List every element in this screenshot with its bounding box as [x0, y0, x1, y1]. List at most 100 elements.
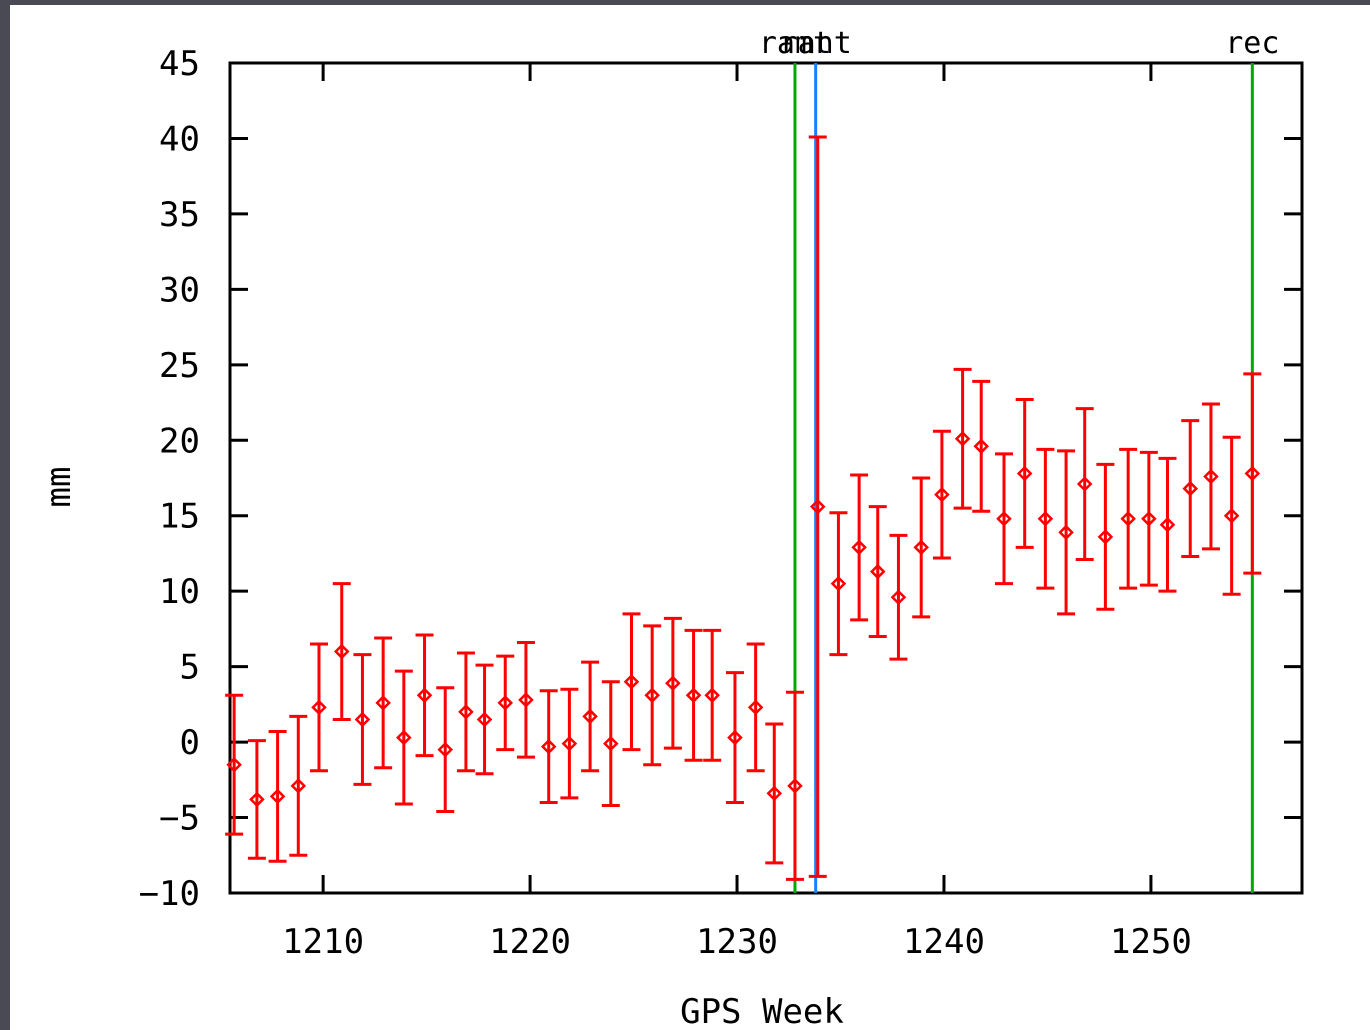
data-point: [932, 429, 951, 560]
data-point: [1036, 447, 1055, 590]
data-marker: [375, 695, 391, 711]
data-point: [374, 636, 393, 770]
data-marker: [934, 486, 950, 503]
y-tick-label: 5: [180, 648, 200, 688]
data-point: [1075, 407, 1094, 561]
data-point: [1119, 447, 1138, 590]
data-point: [829, 511, 848, 657]
data-point: [765, 722, 784, 865]
y-tick-label: 20: [159, 421, 200, 461]
data-point: [663, 616, 682, 750]
data-marker: [458, 704, 474, 720]
data-marker: [561, 735, 578, 752]
chart-frame: −10 −5 0 5 10 15 20 25 30 35 40 45 1210 1220 1230 1240 1…: [10, 5, 1370, 1030]
data-point: [684, 628, 703, 762]
y-tick-label: −5: [159, 799, 200, 839]
data-point: [496, 654, 515, 752]
data-marker: [913, 539, 929, 556]
annotation-label: rec: [1225, 26, 1279, 61]
data-point: [808, 135, 827, 878]
data-point: [1181, 419, 1200, 558]
x-tick-label: 1230: [696, 922, 778, 962]
data-marker: [518, 692, 534, 708]
data-point: [622, 612, 641, 752]
data-marker: [727, 729, 743, 746]
data-marker: [851, 539, 867, 556]
error-bars: [225, 135, 1262, 881]
data-point: [332, 582, 351, 721]
plot-area-border: [228, 61, 1304, 895]
y-tick-label: 40: [159, 119, 200, 159]
data-point: [581, 660, 600, 773]
data-point: [868, 505, 887, 638]
data-point: [268, 730, 287, 863]
data-marker: [311, 699, 327, 716]
data-marker: [704, 687, 720, 704]
y-tick-label: 10: [159, 572, 200, 612]
data-point: [703, 628, 722, 762]
data-point: [785, 690, 804, 881]
data-marker: [996, 510, 1012, 527]
data-point: [1201, 402, 1220, 551]
data-point: [560, 687, 579, 800]
data-marker: [665, 675, 681, 692]
data-point: [516, 640, 535, 759]
data-point: [1057, 449, 1076, 616]
data-point: [289, 714, 308, 857]
data-marker: [354, 711, 371, 728]
data-point: [247, 739, 266, 860]
data-point: [972, 379, 991, 513]
data-marker: [644, 687, 660, 704]
data-point: [539, 689, 558, 804]
data-marker: [603, 735, 619, 752]
data-marker: [416, 687, 433, 704]
chart: −10 −5 0 5 10 15 20 25 30 35 40 45 1210 1220 1230 1240 1…: [39, 26, 1304, 1030]
data-marker: [1203, 468, 1219, 485]
data-point: [225, 693, 244, 836]
data-point: [394, 669, 413, 806]
data-marker: [766, 785, 783, 802]
y-tick-label: −10: [139, 874, 200, 914]
x-tick-label: 1210: [282, 922, 364, 962]
data-point: [1243, 372, 1262, 575]
data-marker: [1141, 510, 1157, 527]
data-point: [850, 473, 869, 622]
y-tick-label: 15: [159, 497, 200, 537]
annotation-label: rant: [780, 26, 852, 61]
data-marker: [747, 699, 764, 716]
data-point: [475, 663, 494, 776]
x-axis-title: GPS Week: [680, 992, 844, 1030]
data-marker: [333, 643, 350, 660]
data-point: [643, 624, 662, 767]
axis-ticks: −10 −5 0 5 10 15 20 25 30 35 40 45 1210 1220 1230 1240 1…: [139, 44, 1302, 962]
x-tick-label: 1250: [1110, 922, 1192, 962]
data-point: [746, 642, 765, 773]
data-marker: [1076, 476, 1093, 492]
data-marker: [269, 788, 286, 805]
data-marker: [226, 756, 242, 773]
y-tick-label: 0: [180, 723, 200, 763]
data-point: [1139, 450, 1158, 587]
data-point: [1096, 462, 1115, 611]
y-axis-title: mm: [39, 467, 79, 508]
data-marker: [1182, 480, 1199, 497]
y-tick-label: 45: [159, 44, 200, 84]
data-marker: [1120, 510, 1136, 527]
data-marker: [1058, 524, 1074, 541]
data-marker: [1223, 507, 1240, 524]
data-marker: [869, 563, 886, 580]
data-point: [1015, 398, 1034, 549]
data-marker: [809, 498, 826, 515]
data-point: [889, 533, 908, 661]
data-marker: [954, 430, 971, 447]
data-marker: [787, 778, 803, 794]
data-point: [353, 653, 372, 786]
data-point: [309, 642, 328, 773]
data-marker: [623, 673, 640, 690]
data-marker: [249, 791, 265, 808]
data-marker: [1244, 465, 1261, 482]
data-point: [953, 367, 972, 510]
data-marker: [540, 738, 557, 755]
data-marker: [685, 687, 702, 704]
data-marker: [476, 711, 493, 728]
